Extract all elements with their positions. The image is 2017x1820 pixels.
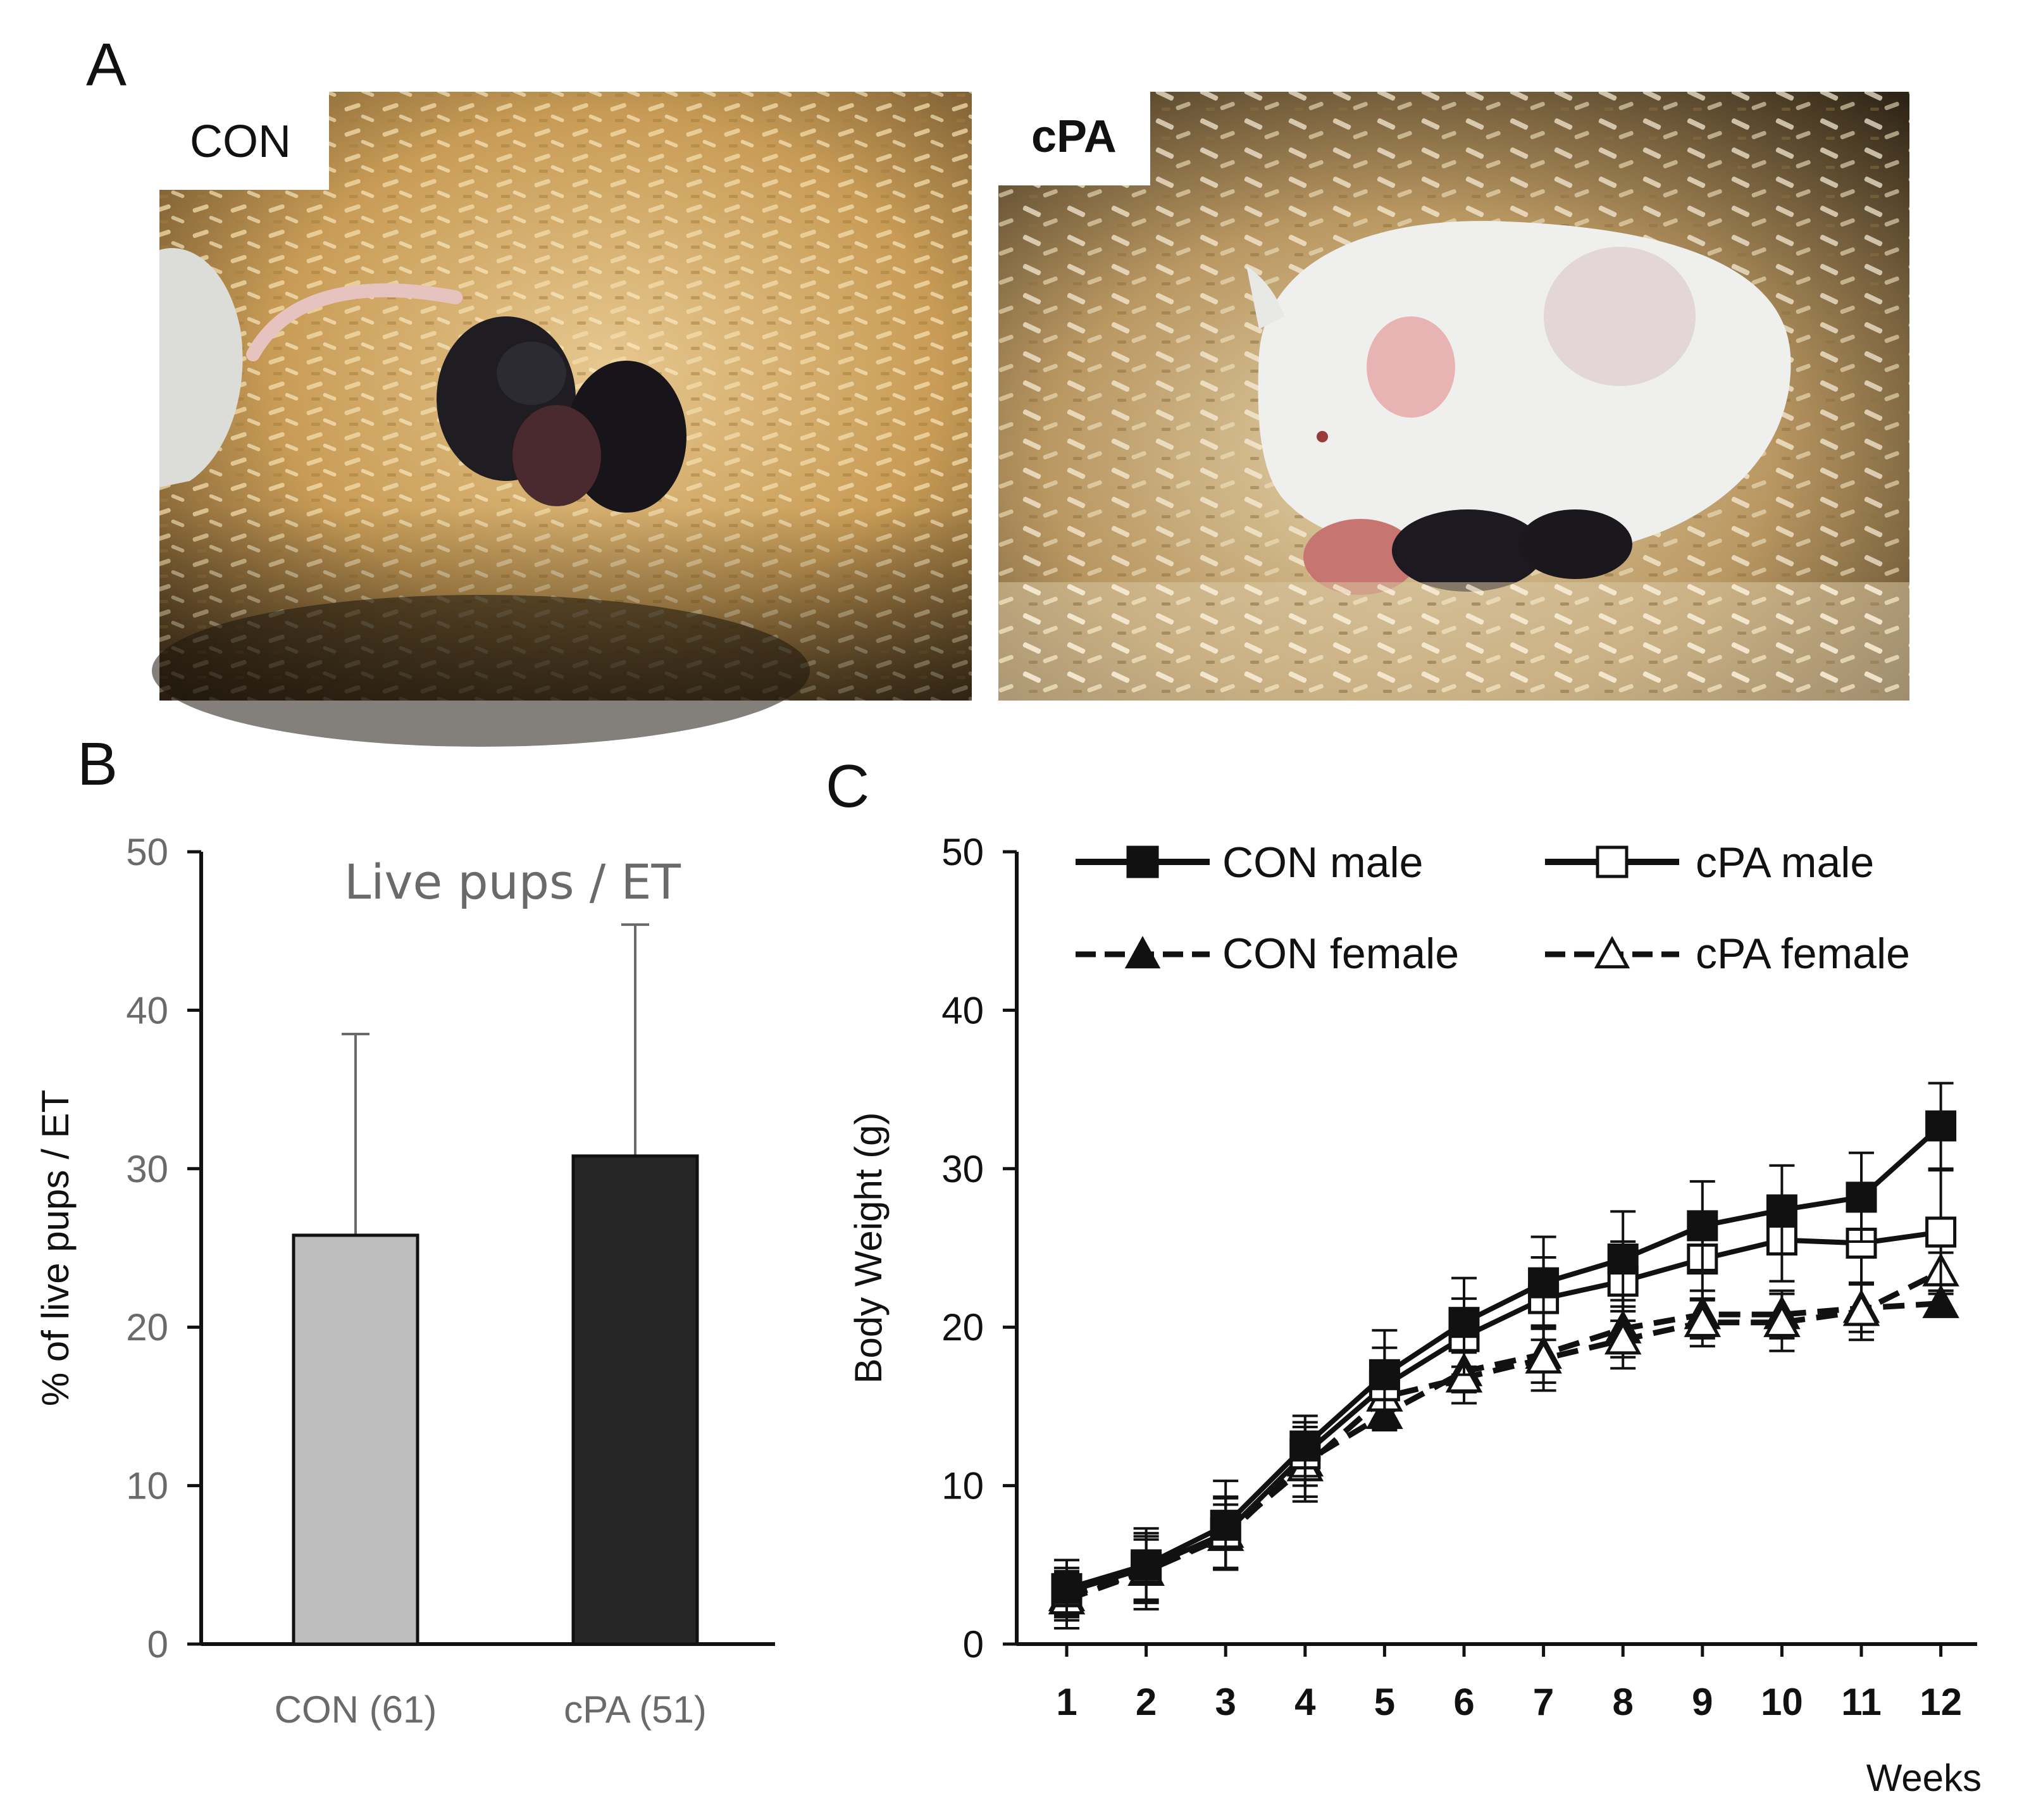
chart-c-data-point — [1766, 1194, 1797, 1226]
chart-b-y-tick-label: 40 — [126, 989, 168, 1032]
chart-c-legend-item: CON female — [1076, 930, 1459, 978]
chart-b-x-tick-label: CON (61) — [275, 1688, 437, 1731]
chart-c-series-line — [1065, 1300, 1941, 1600]
chart-c-data-point — [1607, 1243, 1639, 1275]
chart-c-y-tick-label: 40 — [941, 989, 984, 1032]
chart-c-data-point — [1604, 1321, 1642, 1355]
chart-c-x-tick-label: 6 — [1453, 1681, 1474, 1723]
chart-c-x-tick-label: 11 — [1841, 1681, 1881, 1723]
chart-c-data-point — [1846, 1181, 1877, 1213]
photo-con-label: CON — [190, 116, 291, 167]
chart-c-x-tick-label: 10 — [1761, 1681, 1803, 1723]
chart-b-x-tick-label: cPA (51) — [564, 1688, 707, 1731]
photo-con-label-box — [159, 92, 329, 190]
chart-c-y-tick-label: 30 — [941, 1148, 984, 1190]
chart-c-data-point — [1925, 1110, 1957, 1142]
chart-b-y-tick-label: 10 — [126, 1465, 168, 1507]
pup — [1392, 509, 1544, 592]
photo-cpa — [998, 92, 1909, 701]
photo-cpa-label-box — [998, 92, 1150, 185]
chart-c-data-point — [1922, 1284, 1959, 1318]
chart-b-y-tick-label: 20 — [126, 1306, 168, 1349]
chart-c-data-point — [1131, 1549, 1162, 1581]
chart-b-title: Live pups / ET — [344, 854, 681, 910]
chart-c-y-tick-label: 20 — [941, 1306, 984, 1349]
chart-c-legend-label: CON male — [1222, 838, 1423, 887]
chart-c-series — [1048, 1283, 1959, 1622]
chart-b: Live pups / ET % of live pups / ET 0 10 20… — [34, 831, 775, 1731]
chart-c-series-line — [1065, 1269, 1942, 1603]
chart-c-data-point — [1445, 1359, 1483, 1393]
chart-c-x-tick-label: 5 — [1374, 1681, 1395, 1723]
chart-c-data-point — [1368, 1359, 1400, 1390]
chart-c-series — [1051, 1081, 1957, 1619]
adult-mouse — [159, 247, 243, 487]
chart-c-legend-marker — [1594, 936, 1630, 969]
chart-c-x-tick-label: 2 — [1136, 1681, 1157, 1723]
chart-c-x-axis-label: Weeks — [1866, 1757, 1982, 1799]
chart-c-data-point — [1687, 1210, 1718, 1242]
chart-c-x-tick-label: 1 — [1056, 1681, 1077, 1723]
chart-c-data-point — [1763, 1303, 1801, 1337]
chart-c-x-tick-label: 3 — [1215, 1681, 1236, 1723]
chart-c-x-tick-label: 9 — [1692, 1681, 1713, 1723]
photo-con — [152, 92, 972, 747]
chart-c-series — [1051, 1169, 1957, 1617]
chart-c-data-point — [1051, 1573, 1083, 1604]
chart-c-data-point — [1842, 1292, 1880, 1326]
chart-c-data-point — [1684, 1303, 1722, 1337]
chart-b-y-axis-label: % of live pups / ET — [34, 1090, 77, 1406]
chart-c-legend-marker — [1126, 845, 1159, 878]
chart-c-legend-item: cPA female — [1545, 930, 1910, 978]
chart-b-y-tick-label: 30 — [126, 1148, 168, 1190]
chart-b-bar — [292, 1233, 419, 1646]
chart-c-data-point — [1925, 1216, 1957, 1248]
chart-c-x-tick-label: 12 — [1920, 1681, 1962, 1723]
chart-c-data-point — [1528, 1267, 1560, 1299]
photo-cpa-label: cPA — [1031, 111, 1117, 162]
chart-b-y-tick-label: 0 — [147, 1623, 168, 1666]
chart-c-legend-label: cPA female — [1696, 930, 1910, 978]
chart-c-data-point — [1289, 1430, 1321, 1462]
panel-a-letter: A — [86, 31, 127, 99]
chart-c-x-tick-label: 8 — [1613, 1681, 1634, 1723]
chart-c-legend-marker — [1596, 845, 1629, 878]
chart-c-legend-item: CON male — [1076, 838, 1423, 887]
chart-c-legend-label: CON female — [1222, 930, 1459, 978]
chart-c-legend-label: cPA male — [1696, 838, 1874, 887]
chart-c-x-tick-label: 7 — [1533, 1681, 1554, 1723]
chart-c-data-point — [1525, 1340, 1562, 1374]
chart-c-data-point — [1210, 1509, 1241, 1541]
chart-c-legend-item: cPA male — [1545, 838, 1874, 887]
chart-c-legend-marker — [1124, 936, 1161, 969]
chart-b-bar — [571, 1154, 699, 1646]
chart-c-y-tick-label: 50 — [941, 831, 984, 873]
panel-b-letter: B — [77, 730, 118, 798]
chart-c-data-point — [1448, 1307, 1480, 1338]
panel-c-letter: C — [826, 752, 869, 820]
chart-b-y-tick-label: 50 — [126, 831, 168, 873]
chart-c-y-axis-label: Body Weight (g) — [847, 1112, 890, 1383]
chart-c-y-tick-label: 0 — [963, 1623, 984, 1666]
chart-c-y-tick-label: 10 — [941, 1465, 984, 1507]
mouse-ear — [1367, 316, 1455, 418]
chart-c-x-tick-label: 4 — [1294, 1681, 1316, 1723]
pup — [1303, 519, 1417, 595]
chart-c-series-line — [1065, 1124, 1943, 1592]
